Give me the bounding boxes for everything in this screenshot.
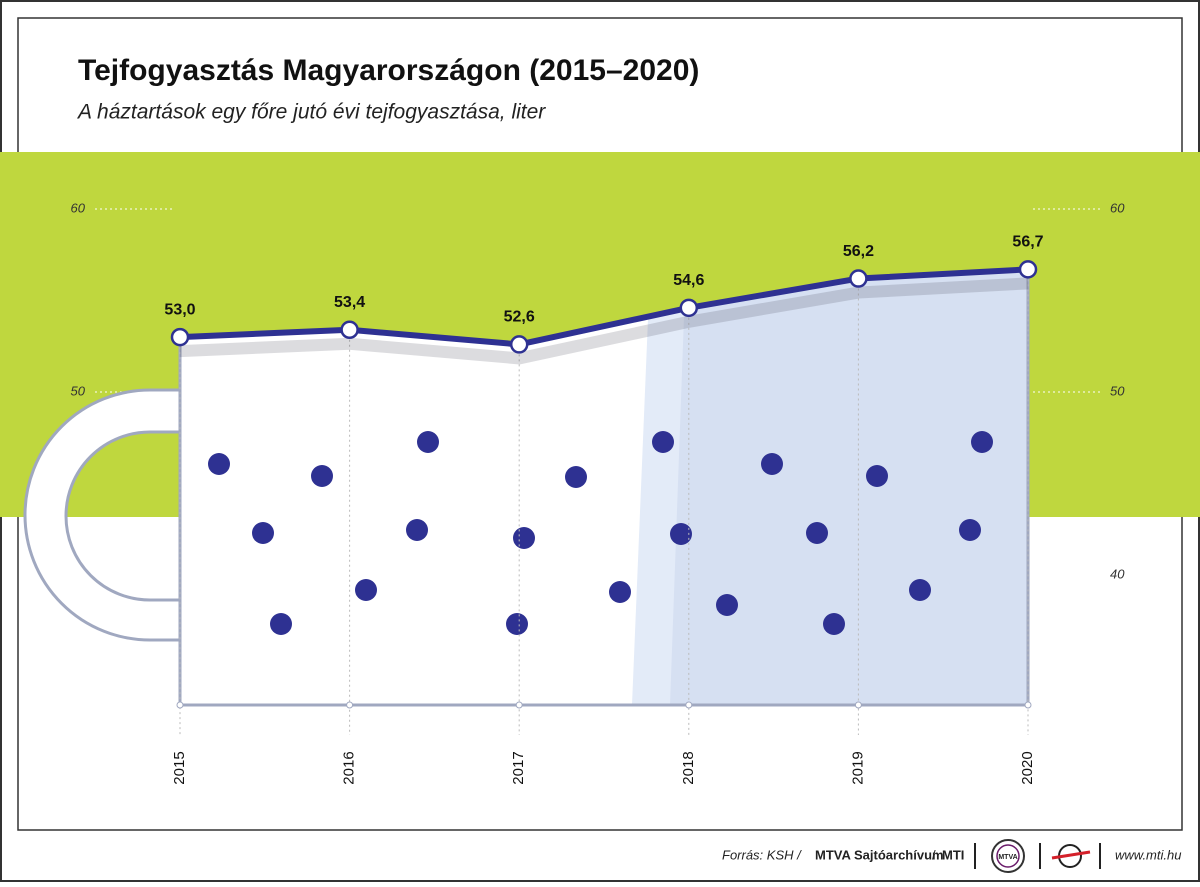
decor-dot bbox=[823, 613, 845, 635]
decor-dot bbox=[208, 453, 230, 475]
data-point bbox=[340, 320, 359, 340]
decor-dot bbox=[761, 453, 783, 475]
data-point bbox=[509, 335, 529, 354]
x-tick-label: 2019 bbox=[849, 751, 866, 784]
decor-dot bbox=[513, 527, 535, 549]
footer-archive: MTVA Sajtóarchívum bbox=[815, 847, 944, 862]
decor-dot bbox=[959, 519, 981, 541]
decor-dot bbox=[609, 581, 631, 603]
x-tick-label: 2020 bbox=[1019, 751, 1036, 784]
footer-separator: / bbox=[932, 847, 936, 862]
decor-dot bbox=[506, 613, 528, 635]
y-tick-label: 60 bbox=[71, 200, 86, 215]
chart-title: Tejfogyasztás Magyarországon (2015–2020) bbox=[78, 54, 699, 87]
footer-source: Forrás: KSH / bbox=[722, 847, 802, 862]
value-label: 56,2 bbox=[843, 243, 874, 260]
decor-dot bbox=[716, 594, 738, 616]
value-label: 56,7 bbox=[1012, 234, 1043, 251]
x-tick-dot bbox=[1024, 701, 1032, 709]
y-tick-label-right: 60 bbox=[1110, 200, 1125, 215]
line-shadow bbox=[179, 277, 1029, 365]
data-point bbox=[170, 327, 190, 347]
decor-dot bbox=[909, 579, 931, 601]
decor-dot bbox=[406, 519, 428, 541]
value-label: 54,6 bbox=[673, 272, 704, 289]
data-point bbox=[679, 298, 699, 318]
mti-logo-stroke bbox=[1051, 850, 1091, 860]
x-tick-label: 2015 bbox=[171, 751, 188, 784]
decor-dot bbox=[565, 466, 587, 488]
decor-dot bbox=[311, 465, 333, 487]
value-label: 53,4 bbox=[334, 294, 365, 311]
decor-dot bbox=[355, 579, 377, 601]
y-tick-label-right: 50 bbox=[1110, 383, 1125, 398]
x-tick-dot bbox=[515, 701, 523, 709]
footer-agency: MTI bbox=[942, 847, 964, 862]
x-tick-label: 2018 bbox=[680, 751, 697, 784]
decor-dot bbox=[866, 465, 888, 487]
x-tick-dot bbox=[854, 701, 862, 709]
decor-dot bbox=[270, 613, 292, 635]
value-label: 52,6 bbox=[504, 309, 535, 326]
decor-dot bbox=[806, 522, 828, 544]
y-tick-label-right: 40 bbox=[1110, 566, 1125, 581]
data-point bbox=[849, 269, 868, 288]
decor-dot bbox=[417, 431, 439, 453]
footer-url: www.mti.hu bbox=[1115, 847, 1181, 862]
x-tick-label: 2016 bbox=[341, 751, 358, 784]
data-line bbox=[179, 266, 1029, 348]
mug bbox=[23, 388, 182, 642]
mug-handle bbox=[23, 388, 182, 642]
decor-dot bbox=[971, 431, 993, 453]
chart-subtitle: A háztartások egy főre jutó évi tejfogya… bbox=[76, 101, 546, 124]
data-point bbox=[1018, 260, 1038, 279]
decor-dot bbox=[670, 523, 692, 545]
x-tick-dot bbox=[685, 701, 693, 709]
x-tick-dot bbox=[176, 701, 184, 709]
value-label: 53,0 bbox=[164, 301, 195, 318]
x-tick-label: 2017 bbox=[510, 751, 527, 784]
y-tick-label: 50 bbox=[71, 383, 86, 398]
x-tick-dot bbox=[346, 701, 354, 709]
mtva-logo-text: MTVA bbox=[998, 854, 1017, 861]
decor-dot bbox=[652, 431, 674, 453]
decor-dot bbox=[252, 522, 274, 544]
mtva-logo-ring bbox=[996, 844, 1020, 868]
